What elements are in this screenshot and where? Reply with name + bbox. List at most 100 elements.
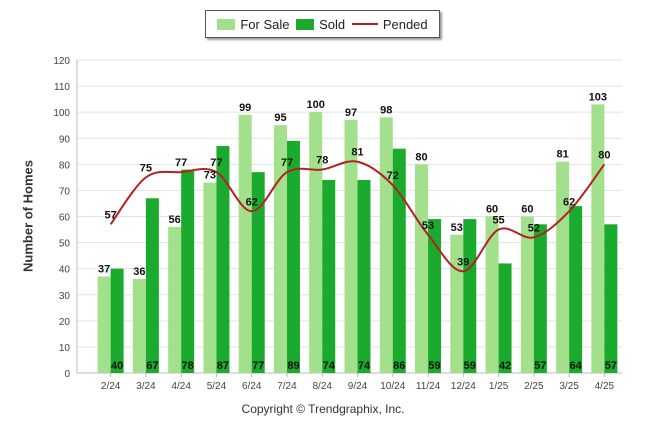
legend-label-sold: Sold <box>319 16 346 32</box>
for-sale-swatch <box>217 18 236 30</box>
data-label-pended: 72 <box>387 170 399 182</box>
bar-sold <box>145 198 159 373</box>
bar-sold <box>428 219 442 373</box>
data-label-sold: 78 <box>182 360 194 372</box>
legend-item-pended: Pended <box>351 16 428 32</box>
data-label-pended: 62 <box>563 196 575 208</box>
y-tick-label: 100 <box>53 108 70 119</box>
x-tick-label: 1/25 <box>489 381 509 392</box>
x-tick-label: 8/24 <box>312 381 332 392</box>
bar-for-sale <box>203 182 217 373</box>
data-label-for-sale: 97 <box>345 107 357 119</box>
data-label-pended: 62 <box>246 196 258 208</box>
bar-for-sale <box>97 276 111 373</box>
bar-for-sale <box>309 112 323 374</box>
y-tick-label: 10 <box>59 343 71 354</box>
y-tick-label: 110 <box>54 82 70 93</box>
bar-for-sale <box>556 161 570 373</box>
data-label-for-sale: 100 <box>307 99 325 111</box>
x-tick-label: 6/24 <box>242 381 262 392</box>
data-label-pended: 57 <box>105 209 117 221</box>
bar-sold <box>110 268 124 373</box>
bar-sold <box>251 172 265 373</box>
data-label-sold: 86 <box>393 360 405 372</box>
data-label-for-sale: 60 <box>486 204 498 216</box>
bar-sold <box>286 140 300 373</box>
legend-label-pended: Pended <box>382 16 428 32</box>
data-label-sold: 74 <box>358 360 371 372</box>
y-tick-label: 60 <box>59 213 71 224</box>
bar-for-sale <box>273 125 287 373</box>
data-label-sold: 77 <box>252 360 264 372</box>
bar-for-sale <box>132 279 146 373</box>
bar-for-sale <box>591 104 605 373</box>
data-label-sold: 59 <box>464 360 476 372</box>
bar-for-sale <box>238 114 252 374</box>
data-label-for-sale: 99 <box>239 102 251 114</box>
pended-line <box>109 160 606 273</box>
data-label-for-sale: 37 <box>98 263 110 275</box>
data-label-for-sale: 53 <box>451 222 463 234</box>
legend-label-for-sale: For Sale <box>240 16 290 32</box>
data-label-pended: 53 <box>422 220 434 232</box>
bar-for-sale <box>485 216 499 373</box>
y-tick-label: 50 <box>59 239 71 250</box>
data-label-sold: 89 <box>287 360 299 372</box>
bar-for-sale <box>415 164 429 373</box>
y-axis-label: Number of Homes <box>20 160 36 272</box>
legend: For Sale Sold Pended <box>205 10 440 38</box>
data-label-for-sale: 73 <box>204 170 216 182</box>
x-tick-label: 2/24 <box>101 381 121 392</box>
data-label-pended: 78 <box>316 155 328 167</box>
x-tick-label: 5/24 <box>207 381 227 392</box>
x-tick-label: 10/24 <box>380 381 405 392</box>
y-tick-label: 20 <box>59 317 71 328</box>
x-tick-label: 12/24 <box>451 381 476 392</box>
data-label-for-sale: 95 <box>274 112 286 124</box>
y-tick-label: 0 <box>64 369 70 380</box>
legend-item-for-sale: For Sale <box>217 17 289 32</box>
data-label-for-sale: 80 <box>415 151 427 163</box>
data-label-pended: 81 <box>351 147 363 159</box>
bar-for-sale <box>379 117 393 373</box>
data-label-for-sale: 60 <box>521 204 533 216</box>
x-tick-label: 2/25 <box>524 381 544 392</box>
data-label-sold: 67 <box>146 360 158 372</box>
bar-sold <box>357 179 371 373</box>
data-label-for-sale: 36 <box>133 266 145 278</box>
y-tick-label: 90 <box>59 134 71 145</box>
data-label-sold: 42 <box>499 360 511 372</box>
bar-sold <box>463 219 477 373</box>
bar-sold <box>392 148 406 373</box>
data-label-sold: 57 <box>534 360 546 372</box>
data-label-sold: 57 <box>605 360 617 372</box>
x-tick-label: 4/24 <box>171 381 191 392</box>
legend-item-sold: Sold <box>296 17 345 32</box>
y-tick-label: 40 <box>59 265 71 276</box>
data-label-pended: 77 <box>175 157 187 169</box>
y-tick-label: 120 <box>53 56 70 67</box>
y-tick-label: 80 <box>59 160 71 171</box>
bar-sold <box>604 224 618 373</box>
data-label-for-sale: 56 <box>169 214 181 226</box>
y-tick-label: 70 <box>59 186 71 197</box>
data-label-for-sale: 98 <box>380 104 392 116</box>
y-tick-label: 30 <box>59 291 71 302</box>
data-label-pended: 52 <box>528 222 540 234</box>
x-tick-label: 11/24 <box>416 381 441 392</box>
data-label-for-sale: 81 <box>556 149 568 161</box>
x-tick-label: 3/24 <box>136 381 156 392</box>
bar-for-sale <box>450 234 464 373</box>
data-label-pended: 39 <box>457 256 469 268</box>
bar-sold <box>216 146 230 373</box>
x-tick-label: 9/24 <box>348 381 368 392</box>
data-label-pended: 55 <box>492 215 504 227</box>
x-tick-label: 3/25 <box>559 381 579 392</box>
x-tick-label: 4/25 <box>595 381 615 392</box>
data-label-sold: 74 <box>323 360 336 372</box>
pended-swatch <box>351 23 378 25</box>
data-label-pended: 75 <box>140 162 152 174</box>
data-label-for-sale: 103 <box>589 91 607 103</box>
data-label-sold: 87 <box>217 360 229 372</box>
